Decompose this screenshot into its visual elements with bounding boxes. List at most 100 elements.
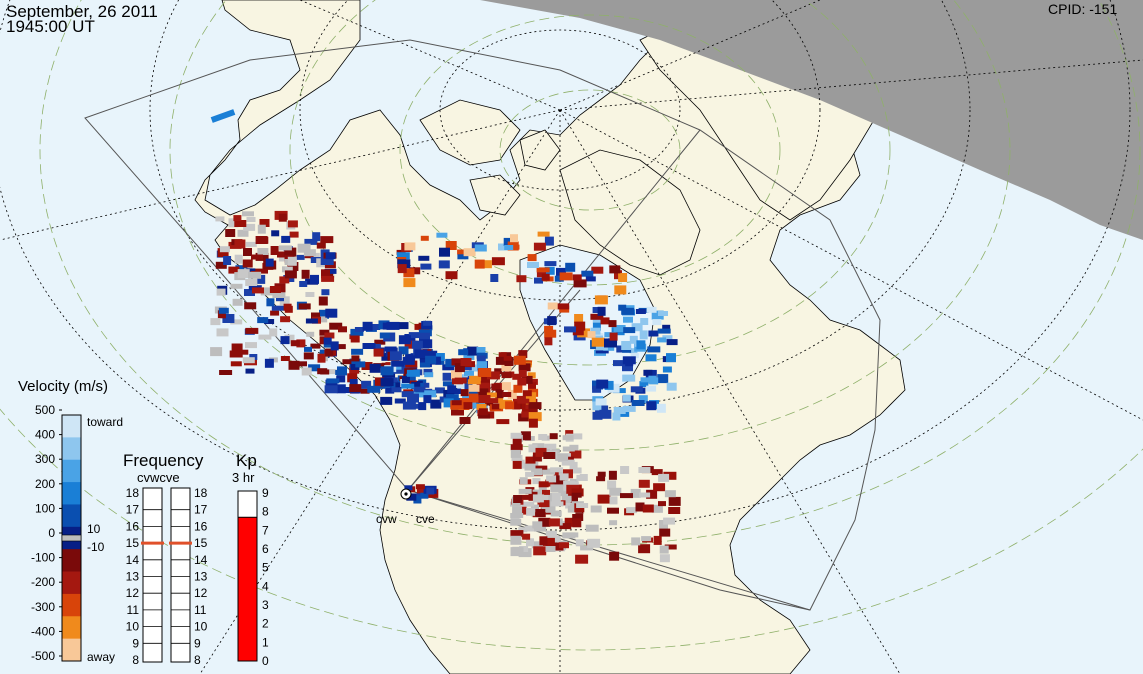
scatter-cell bbox=[609, 487, 622, 496]
velocity-color-segment bbox=[62, 616, 81, 640]
scatter-cell bbox=[234, 239, 246, 249]
scatter-cell bbox=[271, 305, 285, 311]
kp-tick-label: 3 bbox=[262, 598, 269, 612]
scatter-cell bbox=[538, 481, 549, 488]
scatter-cell bbox=[452, 378, 463, 385]
scatter-cell bbox=[622, 347, 632, 353]
scatter-cell bbox=[616, 411, 630, 417]
scatter-cell bbox=[547, 316, 557, 326]
frequency-tick-cvw: 10 bbox=[126, 620, 140, 634]
scatter-cell bbox=[647, 346, 661, 353]
scatter-cell bbox=[245, 241, 257, 247]
scatter-cell bbox=[451, 408, 464, 416]
scatter-cell bbox=[248, 271, 262, 279]
scatter-cell bbox=[573, 279, 587, 288]
scatter-cell bbox=[457, 383, 469, 389]
scatter-cell bbox=[613, 407, 626, 414]
scatter-cell bbox=[225, 229, 236, 237]
velocity-toward-label: toward bbox=[87, 415, 123, 429]
scatter-cell bbox=[404, 242, 416, 251]
scatter-cell bbox=[230, 361, 242, 367]
velocity-away-label: away bbox=[87, 650, 115, 664]
scatter-cell bbox=[257, 274, 266, 284]
scatter-cell bbox=[587, 538, 601, 548]
scatter-cell bbox=[621, 307, 635, 315]
frequency-tick-cvw: 15 bbox=[126, 536, 140, 550]
scatter-cell bbox=[438, 260, 450, 269]
frequency-radar-labels: cvwcve bbox=[137, 470, 180, 485]
scatter-cell bbox=[311, 312, 320, 320]
scatter-cell bbox=[457, 254, 469, 260]
scatter-cell bbox=[521, 411, 532, 418]
magnetic-grid bbox=[0, 0, 1143, 651]
scatter-cell bbox=[323, 369, 337, 375]
scatter-cell bbox=[595, 348, 609, 354]
scatter-cell bbox=[559, 523, 572, 530]
scatter-cell bbox=[527, 372, 536, 379]
scatter-cell bbox=[501, 362, 512, 372]
scatter-cell bbox=[349, 384, 362, 393]
scatter-cell bbox=[278, 213, 287, 222]
scatter-cell bbox=[651, 504, 663, 513]
scatter-cell bbox=[645, 354, 657, 362]
scatter-cell bbox=[402, 401, 416, 410]
scatter-cell bbox=[609, 520, 618, 526]
scatter-cell bbox=[468, 393, 480, 403]
scatter-cell bbox=[648, 375, 657, 384]
scatter-cell bbox=[528, 382, 536, 391]
scatter-cell bbox=[513, 495, 523, 503]
scatter-cell bbox=[310, 257, 321, 263]
scatter-cell bbox=[283, 303, 292, 311]
scatter-cell bbox=[494, 368, 503, 375]
kp-tick-label: 1 bbox=[262, 635, 269, 649]
scatter-cell bbox=[486, 411, 495, 419]
scatter-cell bbox=[317, 353, 326, 363]
scatter-cell bbox=[559, 272, 573, 281]
frequency-bar-cvw bbox=[142, 487, 163, 663]
scatter-cell bbox=[420, 362, 431, 368]
scatter-cell bbox=[394, 398, 406, 404]
scatter-cell bbox=[445, 358, 456, 367]
scatter-cell bbox=[614, 285, 627, 295]
scatter-cell bbox=[474, 259, 485, 269]
velocity-tick-label: 200 bbox=[35, 477, 55, 491]
scatter-cell bbox=[663, 517, 676, 525]
velocity-ticks: 500 400 300 200 100 0 -100 -200 -300 -400 -500 bbox=[31, 403, 62, 663]
scatter-cell bbox=[532, 478, 541, 485]
kp-tick-label: 4 bbox=[262, 579, 269, 593]
scatter-cell bbox=[460, 389, 469, 397]
scatter-cell bbox=[337, 366, 347, 376]
scatter-cell bbox=[287, 256, 297, 266]
velocity-tick-label: -200 bbox=[31, 575, 55, 589]
scatter-cell bbox=[414, 349, 428, 359]
scatter-cell bbox=[338, 326, 347, 333]
kp-legend: Kp 3 hr 9 8 7 6 5 4 3 2 1 0 bbox=[232, 451, 269, 668]
scatter-cell bbox=[555, 453, 569, 461]
scatter-cell bbox=[546, 475, 557, 483]
scatter-cell bbox=[490, 274, 499, 282]
scatter-cell bbox=[544, 337, 553, 346]
scatter-cell bbox=[321, 269, 330, 279]
scatter-cell bbox=[635, 309, 646, 314]
frequency-tick-cve: 9 bbox=[194, 636, 201, 650]
scatter-cell bbox=[623, 327, 636, 334]
scatter-cell bbox=[518, 488, 532, 494]
scatter-cell bbox=[491, 403, 501, 410]
scatter-cell bbox=[420, 235, 429, 241]
scatter-cell bbox=[639, 492, 651, 498]
velocity-color-segment bbox=[62, 437, 81, 461]
scatter-cell bbox=[445, 394, 459, 403]
scatter-cell bbox=[544, 325, 554, 332]
scatter-cell bbox=[516, 275, 527, 283]
scatter-cell bbox=[264, 358, 274, 368]
scatter-cell bbox=[459, 417, 471, 424]
frequency-tick-cvw: 17 bbox=[126, 503, 140, 517]
scatter-cell bbox=[284, 270, 297, 279]
scatter-cell bbox=[564, 326, 576, 333]
cpid-label: CPID: bbox=[1048, 1, 1086, 17]
scatter-cell bbox=[550, 484, 564, 493]
scatter-cell bbox=[308, 364, 321, 372]
header-date: September, 26 2011 bbox=[6, 2, 158, 21]
scatter-cell bbox=[385, 387, 395, 394]
